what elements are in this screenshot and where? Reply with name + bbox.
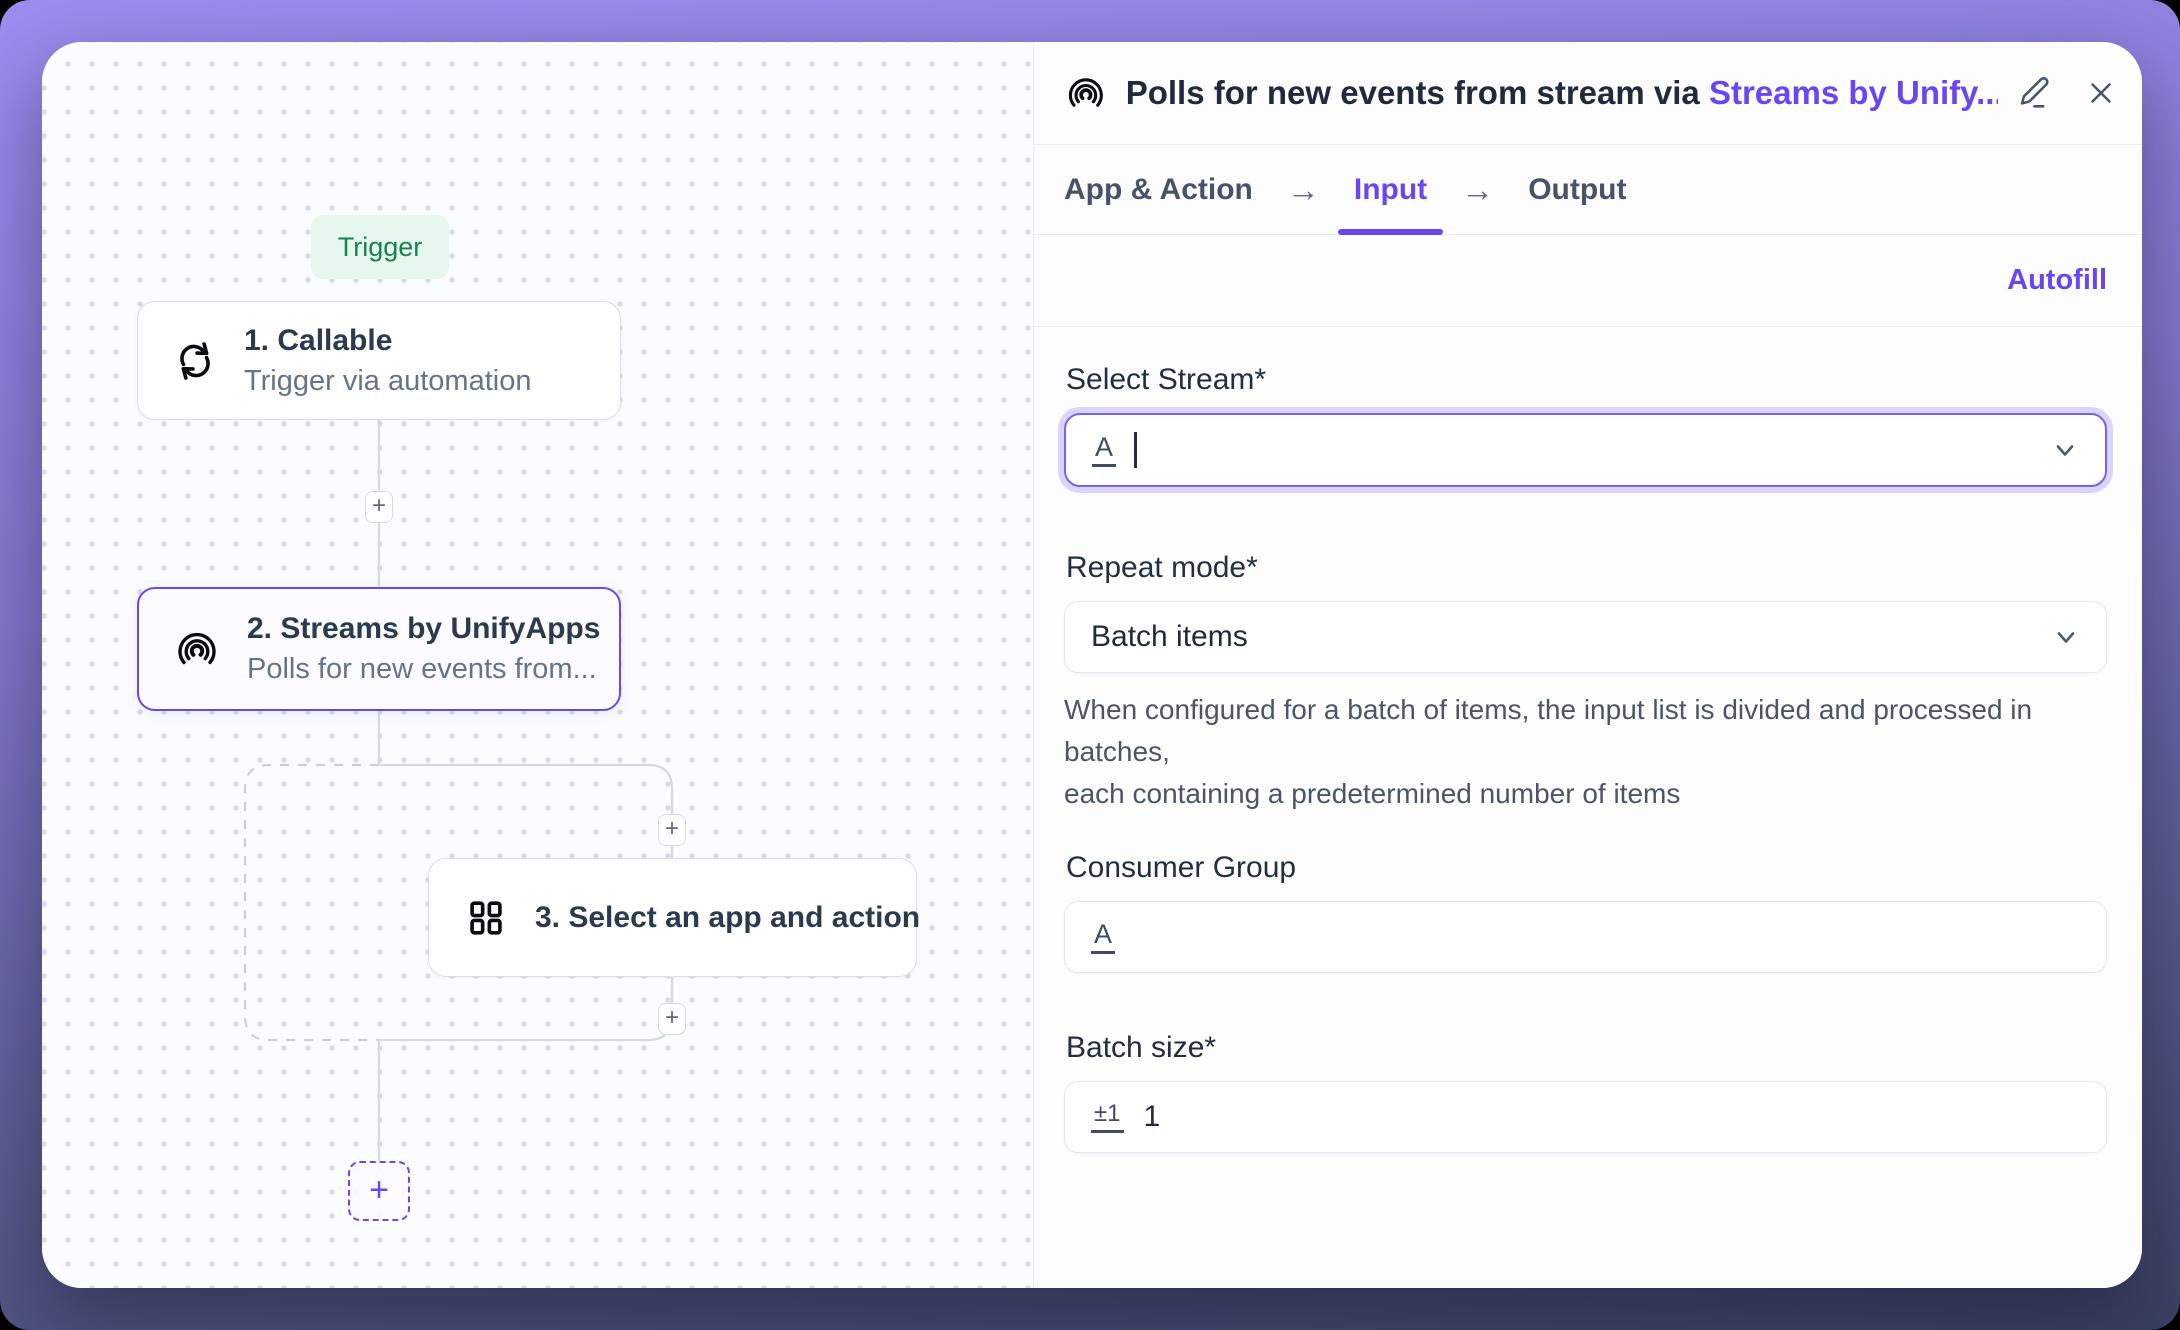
stream-icon [1068,78,1103,107]
panel-title: Polls for new events from stream via Str… [1126,74,1998,112]
grid-icon [470,900,502,935]
add-step-button[interactable]: + [658,814,686,846]
tab-input[interactable]: Input [1337,145,1444,235]
sync-icon [180,341,210,380]
node-select-app-action[interactable]: 3. Select an app and action [428,858,921,977]
repeat-mode-help: When configured for a batch of items, th… [1064,689,2107,815]
consumer-group-label: Consumer Group [1066,851,1297,884]
panel-tabs: App & Action → Input → Output [1034,145,2142,235]
batch-size-value: 1 [1143,1100,1161,1133]
text-type-icon: A [1091,919,1116,955]
app-window: Trigger 1. Callable Trigger via automati… [42,42,2142,1288]
step-config-panel: Polls for new events from stream via Str… [1034,42,2142,1288]
panel-header: Polls for new events from stream via Str… [1034,42,2142,145]
batch-size-input[interactable]: ±1 1 [1064,1081,2107,1153]
add-step-drop-target[interactable]: + [348,1161,410,1221]
select-stream-input[interactable]: A [1064,413,2107,487]
autofill-row: Autofill [1034,235,2142,327]
node-subtitle: Trigger via automation [244,364,532,397]
node-callable[interactable]: 1. Callable Trigger via automation [137,301,621,420]
edit-icon[interactable] [2016,74,2054,112]
repeat-mode-select[interactable]: Batch items [1064,601,2107,673]
stream-icon [178,632,216,665]
node-streams-by-unifyapps[interactable]: 2. Streams by UnifyApps Polls for new ev… [137,587,621,711]
batch-size-label: Batch size* [1066,1031,1217,1064]
app-link[interactable]: Streams by Unify... [1708,74,1998,111]
node-subtitle: Polls for new events from... [247,653,597,685]
node-title: 1. Callable [244,323,393,357]
input-form: Select Stream* A Repeat mode* Batch item… [1034,327,2142,1288]
trigger-badge: Trigger [311,215,449,279]
text-caret [1134,432,1138,468]
chevron-down-icon[interactable] [2049,434,2081,466]
repeat-mode-label: Repeat mode* [1066,551,1258,584]
panel-title-text: Polls for new events from stream via [1125,74,1709,111]
tab-app-action[interactable]: App & Action [1064,172,1253,206]
arrow-right-icon: → [1461,170,1495,208]
chevron-down-icon[interactable] [2050,621,2082,653]
workflow-canvas[interactable]: Trigger 1. Callable Trigger via automati… [42,42,1034,1288]
help-line: each containing a predetermined number o… [1064,778,1681,809]
tab-output[interactable]: Output [1528,172,1627,206]
node-title: 3. Select an app and action [535,900,921,934]
close-icon[interactable] [2084,76,2118,110]
add-step-button[interactable]: + [365,491,393,523]
autofill-button[interactable]: Autofill [2007,264,2107,296]
help-line: When configured for a batch of items, th… [1064,694,2033,767]
number-type-icon: ±1 [1091,1100,1124,1133]
node-title: 2. Streams by UnifyApps [247,612,601,645]
select-stream-label: Select Stream* [1066,363,1267,396]
arrow-right-icon: → [1286,170,1320,208]
add-step-button[interactable]: + [658,1003,686,1035]
text-type-icon: A [1092,432,1117,468]
repeat-mode-value: Batch items [1091,620,1248,653]
consumer-group-input[interactable]: A [1064,901,2107,973]
